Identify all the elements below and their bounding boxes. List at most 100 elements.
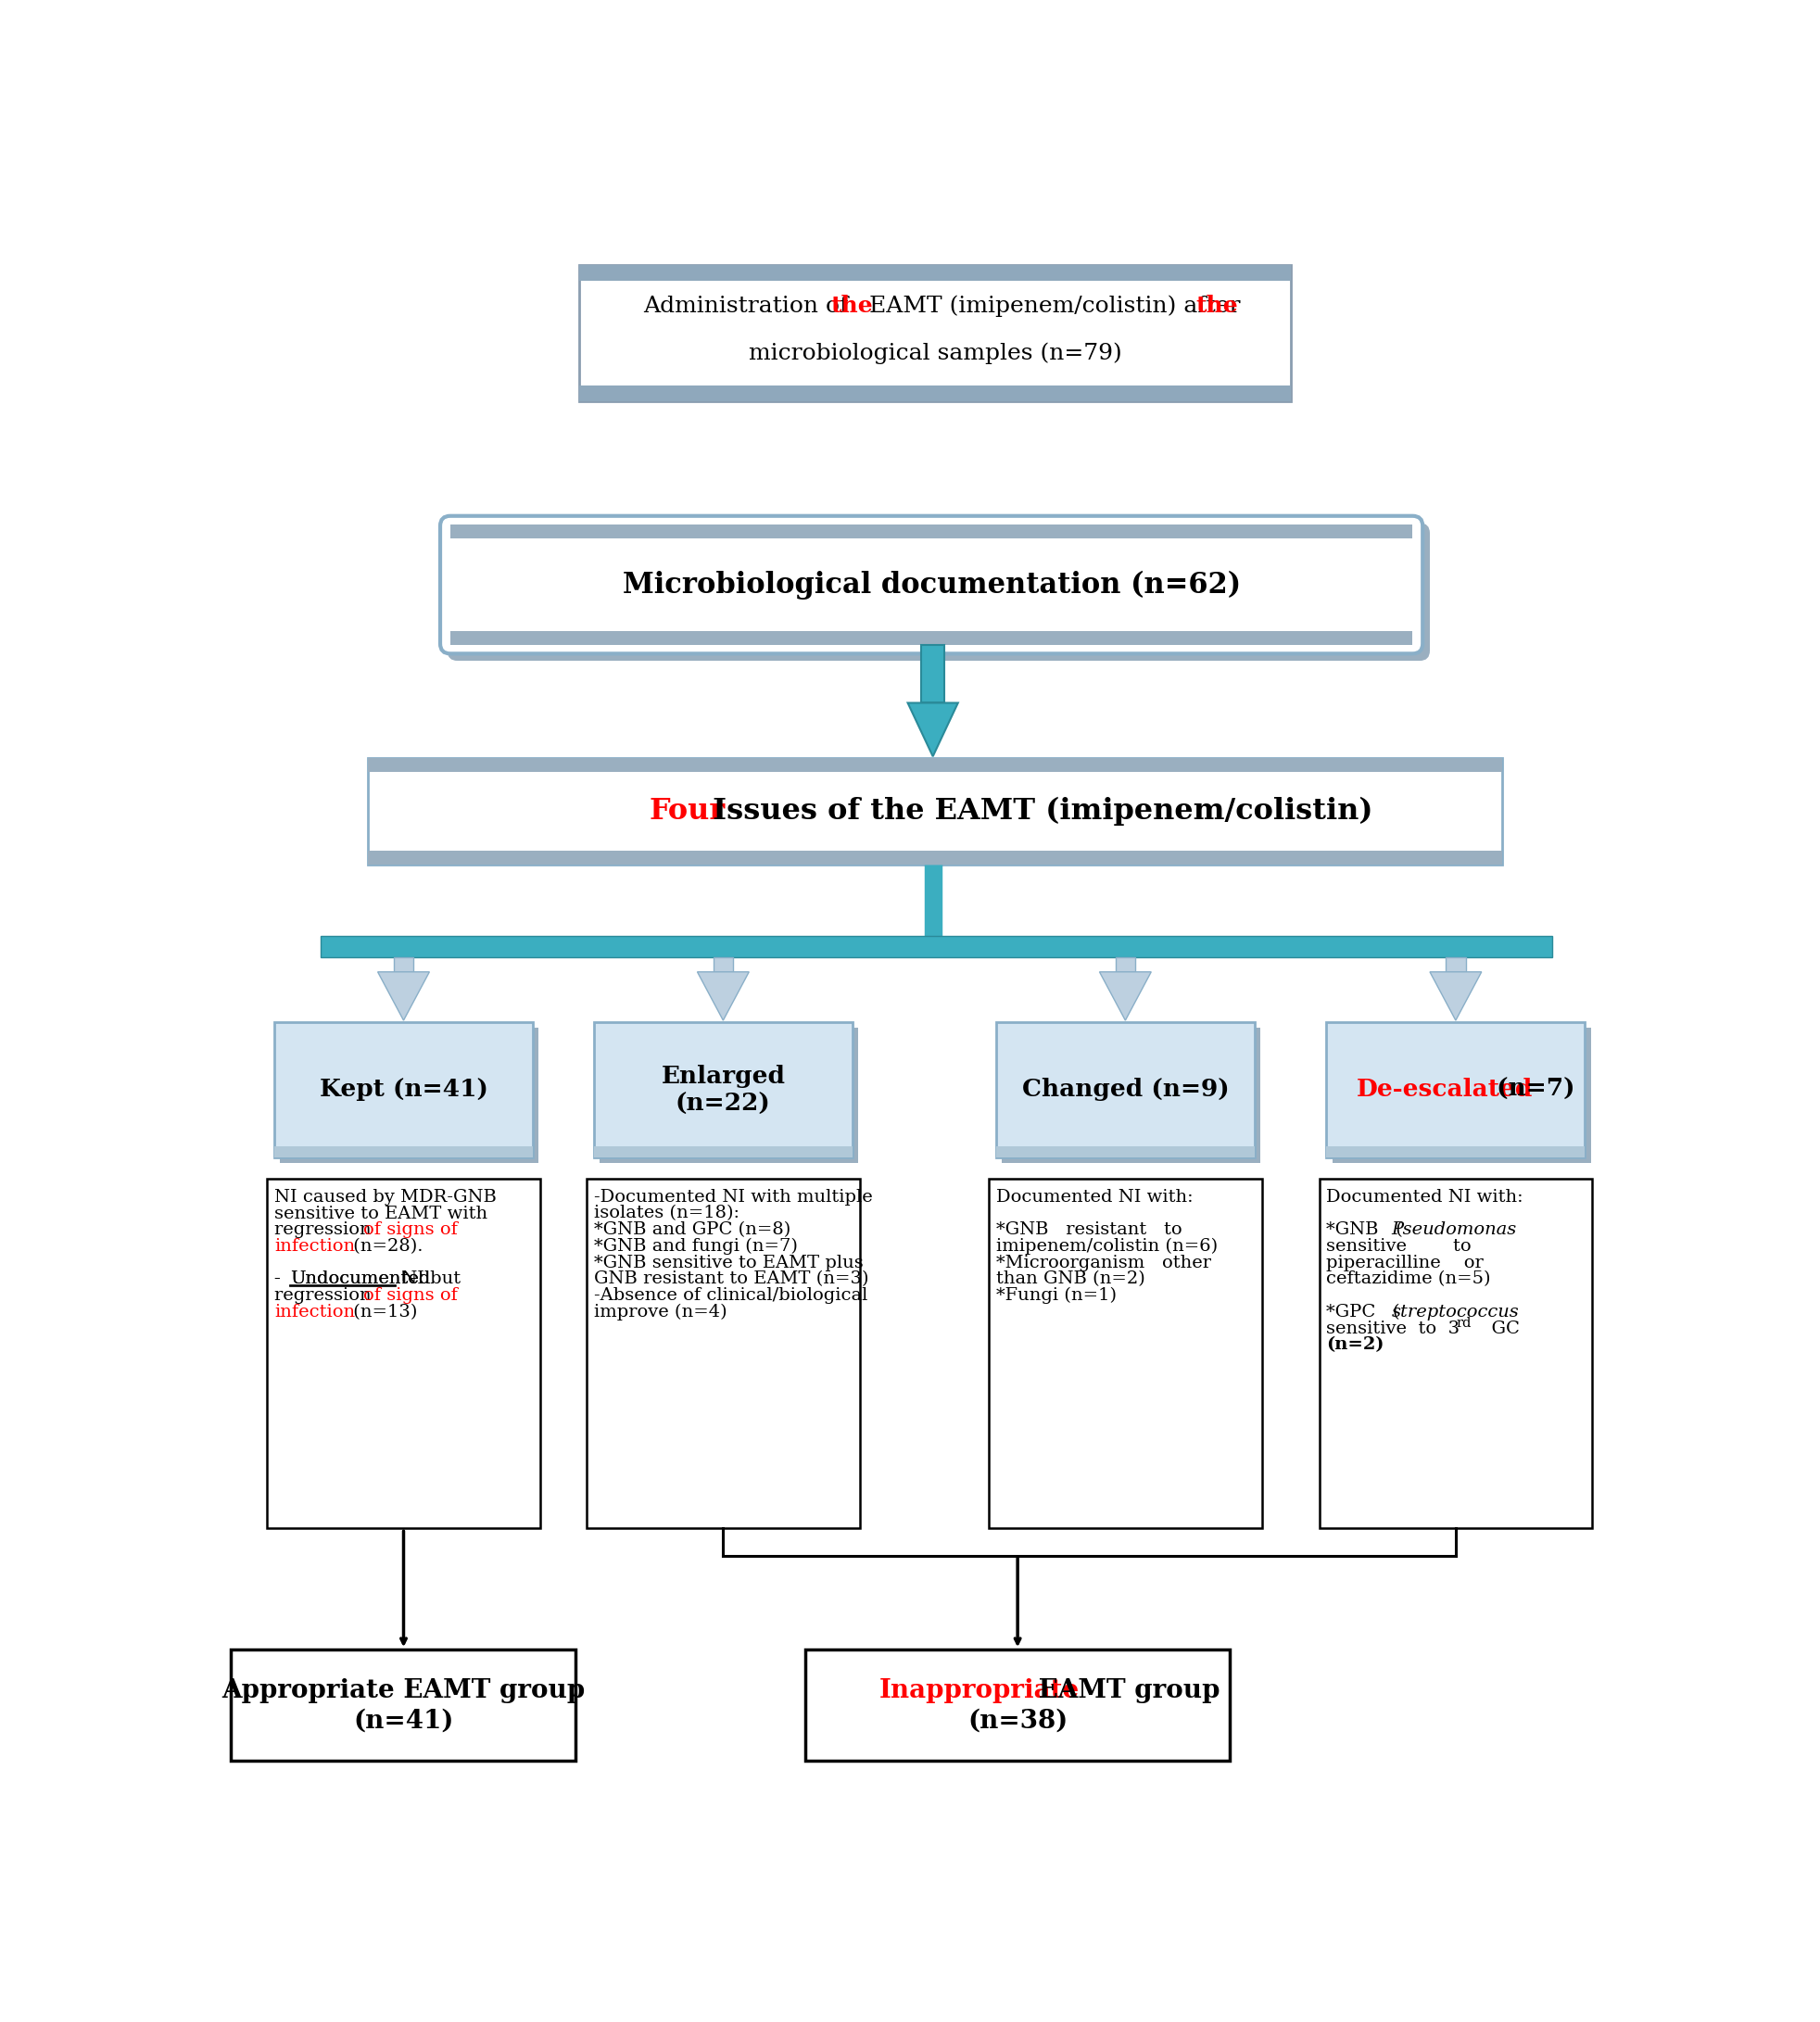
Bar [996, 1146, 1254, 1157]
Bar [275, 1021, 533, 1157]
Text: than GNB (n=2): than GNB (n=2) [996, 1272, 1145, 1288]
Text: rd: rd [1456, 1316, 1471, 1330]
Text: the: the [830, 295, 874, 317]
Text: piperacilline    or: piperacilline or [1325, 1254, 1483, 1272]
Text: Documented NI with:: Documented NI with: [996, 1189, 1192, 1205]
Text: Changed (n=9): Changed (n=9) [1021, 1078, 1228, 1102]
Bar [1001, 1027, 1259, 1163]
Text: the: the [1194, 295, 1238, 317]
Text: of signs of: of signs of [364, 1221, 457, 1237]
Text: (n=2): (n=2) [1325, 1337, 1383, 1353]
Text: sensitive to EAMT with: sensitive to EAMT with [275, 1205, 488, 1221]
Text: *Microorganism   other: *Microorganism other [996, 1254, 1210, 1272]
Text: *GNB and GPC (n=8): *GNB and GPC (n=8) [593, 1221, 790, 1237]
Bar [579, 265, 1290, 281]
Text: Appropriate EAMT group: Appropriate EAMT group [222, 1678, 584, 1703]
Bar [593, 1021, 852, 1157]
Bar [450, 631, 1412, 645]
Text: EAMT group: EAMT group [1028, 1678, 1219, 1703]
Text: Four: Four [648, 797, 724, 825]
Text: Documented NI with:: Documented NI with: [1325, 1189, 1523, 1205]
Text: Issues of the EAMT (imipenem/colistin): Issues of the EAMT (imipenem/colistin) [703, 797, 1372, 825]
Text: (n=13): (n=13) [348, 1304, 417, 1320]
Text: *GNB and fungi (n=7): *GNB and fungi (n=7) [593, 1237, 797, 1256]
Text: Undocumented: Undocumented [291, 1272, 431, 1288]
Text: NI but: NI but [395, 1272, 460, 1288]
Bar [393, 958, 413, 973]
Text: streptococcus: streptococcus [1390, 1304, 1518, 1320]
Bar [599, 1027, 857, 1163]
Text: improve (n=4): improve (n=4) [593, 1304, 726, 1320]
Polygon shape [1429, 973, 1481, 1021]
Bar [368, 758, 1501, 772]
Text: isolates (n=18):: isolates (n=18): [593, 1205, 739, 1221]
Text: (n=38): (n=38) [966, 1709, 1067, 1733]
Text: imipenem/colistin (n=6): imipenem/colistin (n=6) [996, 1237, 1218, 1256]
Text: *GNB   resistant   to: *GNB resistant to [996, 1221, 1181, 1237]
Bar [268, 1179, 541, 1529]
Text: ceftazidime (n=5): ceftazidime (n=5) [1325, 1272, 1491, 1288]
Bar [593, 1146, 852, 1157]
Bar [368, 758, 1501, 865]
Text: (n=7): (n=7) [1489, 1078, 1574, 1102]
Polygon shape [906, 704, 957, 756]
Polygon shape [697, 973, 748, 1021]
Bar [579, 386, 1290, 400]
Text: regression: regression [275, 1288, 377, 1304]
Text: De-escalated: De-escalated [1356, 1078, 1532, 1102]
Text: Kept (n=41): Kept (n=41) [318, 1078, 488, 1102]
Bar [804, 1650, 1228, 1761]
Text: sensitive  to  3: sensitive to 3 [1325, 1320, 1460, 1337]
FancyBboxPatch shape [440, 516, 1421, 653]
Text: Administration of: Administration of [642, 295, 855, 317]
Bar [1332, 1027, 1591, 1163]
Text: *GPC   (: *GPC ( [1325, 1304, 1400, 1320]
Text: *GNB sensitive to EAMT plus: *GNB sensitive to EAMT plus [593, 1254, 863, 1272]
Text: (n=28).: (n=28). [348, 1237, 422, 1256]
Text: EAMT (imipenem/colistin) after: EAMT (imipenem/colistin) after [861, 295, 1247, 317]
Text: Pseudomonas: Pseudomonas [1390, 1221, 1516, 1237]
Text: Inappropriate: Inappropriate [879, 1678, 1079, 1703]
Text: infection: infection [275, 1304, 355, 1320]
Bar [231, 1650, 575, 1761]
Bar [320, 936, 1552, 958]
Text: Undocumented: Undocumented [291, 1272, 431, 1288]
Bar [450, 524, 1412, 538]
Bar [586, 1179, 859, 1529]
Text: regression: regression [275, 1221, 377, 1237]
Text: -: - [275, 1272, 286, 1288]
Bar [280, 1027, 539, 1163]
Text: GC: GC [1480, 1320, 1520, 1337]
Bar [579, 265, 1290, 400]
Bar [921, 645, 945, 704]
Text: of signs of: of signs of [364, 1288, 457, 1304]
Bar [988, 1179, 1261, 1529]
Text: infection: infection [275, 1237, 355, 1256]
Bar [713, 958, 733, 973]
Text: -: - [275, 1272, 286, 1288]
Text: (n=22): (n=22) [675, 1092, 770, 1116]
Polygon shape [377, 973, 430, 1021]
Bar [368, 851, 1501, 865]
Text: -Absence of clinical/biological: -Absence of clinical/biological [593, 1288, 866, 1304]
Bar [1325, 1146, 1583, 1157]
Bar [1318, 1179, 1591, 1529]
Text: microbiological samples (n=79): microbiological samples (n=79) [748, 342, 1121, 364]
Text: *Fungi (n=1): *Fungi (n=1) [996, 1288, 1116, 1304]
Text: sensitive        to: sensitive to [1325, 1237, 1471, 1256]
Text: -Documented NI with multiple: -Documented NI with multiple [593, 1189, 872, 1205]
Bar [1114, 958, 1136, 973]
Text: Enlarged: Enlarged [661, 1066, 784, 1088]
Bar [1445, 958, 1465, 973]
Polygon shape [1099, 973, 1150, 1021]
Bar [996, 1021, 1254, 1157]
Text: (n=41): (n=41) [353, 1709, 453, 1733]
Bar [275, 1146, 533, 1157]
Text: Microbiological documentation (n=62): Microbiological documentation (n=62) [622, 570, 1239, 599]
Text: *GNB   (: *GNB ( [1325, 1221, 1403, 1237]
FancyBboxPatch shape [448, 524, 1429, 661]
Bar [1325, 1021, 1583, 1157]
Text: NI caused by MDR-GNB: NI caused by MDR-GNB [275, 1189, 497, 1205]
Text: -: - [275, 1272, 286, 1288]
Text: GNB resistant to EAMT (n=3): GNB resistant to EAMT (n=3) [593, 1272, 868, 1288]
